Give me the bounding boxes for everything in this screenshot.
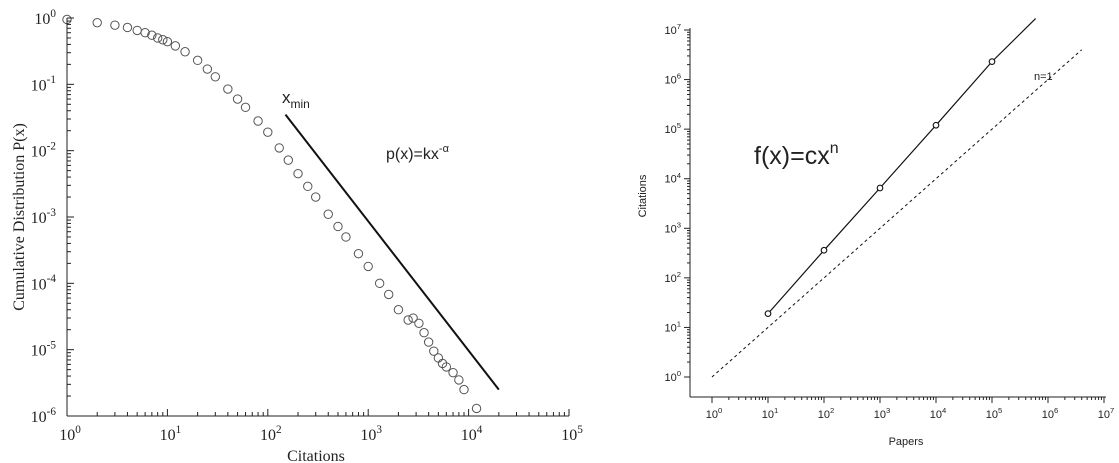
left-data-point [232, 94, 243, 104]
left-y-tick-label: 10-4 [31, 273, 57, 293]
right-x-tick-label: 105 [986, 406, 1003, 421]
left-data-point [303, 181, 313, 192]
left-x-tick-label: 103 [360, 424, 382, 444]
right-y-axis-label: Citations [637, 174, 649, 217]
left-data-point [240, 102, 251, 113]
right-y-tick-label: 106 [664, 72, 681, 87]
left-x-axis-label: Citations [287, 448, 345, 463]
right-x-tick-label: 104 [930, 406, 947, 421]
left-data-point [92, 17, 102, 28]
left-y-tick-label: 100 [34, 8, 56, 28]
left-data-point [323, 209, 333, 219]
left-data-point [419, 328, 429, 338]
left-data-point [454, 375, 464, 385]
right-y-tick-label: 102 [664, 270, 681, 285]
left-data-point [459, 384, 469, 395]
right-axes [684, 28, 1106, 403]
left-y-tick-label: 10-1 [31, 74, 56, 94]
left-x-tick-label: 104 [461, 424, 483, 444]
left-data-point [448, 367, 458, 378]
left-data-point [374, 278, 385, 289]
left-data-point [293, 168, 303, 179]
left-data-point [383, 289, 394, 300]
right-y-tick-label: 103 [664, 220, 681, 235]
left-data-point [363, 261, 373, 272]
right-tick-labels: 100 101 102 103 104 105 106 107 100 101 102 103 104 1… [664, 22, 1114, 421]
right-y-tick-label: 105 [664, 121, 681, 136]
left-data-point [433, 353, 444, 363]
left-data-point [353, 248, 364, 259]
left-plot-area [62, 14, 500, 414]
left-data-point [132, 25, 142, 36]
left-data-point [471, 403, 482, 414]
left-data-point [192, 55, 203, 66]
left-data-point [414, 318, 424, 328]
right-data-point [876, 184, 884, 192]
left-data-point [403, 315, 413, 325]
left-data-point [122, 22, 133, 33]
left-data-point [263, 127, 273, 137]
left-data-point [341, 232, 351, 242]
left-data-point [393, 305, 404, 315]
right-data-point [988, 58, 996, 65]
left-data-point [423, 337, 434, 347]
left-data-point [253, 116, 263, 126]
left-x-tick-label: 100 [59, 424, 81, 444]
right-plot-area [711, 18, 1083, 378]
left-data-point [333, 221, 343, 232]
left-data-point [408, 313, 418, 323]
right-y-tick-label: 107 [664, 22, 681, 37]
left-tick-labels: 100 101 102 103 104 105 100 10-1 10-2 10-3 10-4 10-… [31, 8, 584, 444]
left-y-tick-label: 10-3 [31, 207, 57, 227]
right-x-tick-label: 106 [1042, 406, 1059, 421]
growth-formula: f(x)=cxn [754, 140, 839, 170]
left-data-point [441, 362, 452, 372]
left-data-point [110, 20, 120, 30]
right-x-tick-label: 100 [706, 406, 723, 421]
left-data-point [180, 47, 190, 57]
right-x-tick-label: 107 [1098, 406, 1115, 421]
left-y-tick-label: 10-5 [31, 339, 57, 359]
left-data-point [152, 33, 163, 43]
left-x-tick-label: 102 [260, 424, 282, 444]
left-data-point [162, 36, 173, 47]
left-data-point [170, 41, 181, 51]
left-y-tick-label: 10-2 [31, 140, 56, 160]
citation-distribution-chart: 100 101 102 103 104 105 100 10-1 10-2 10-3 10-4 10-… [11, 8, 583, 463]
citations-vs-papers-chart: 100 101 102 103 104 105 106 107 100 101 102 103 104 1… [637, 18, 1114, 448]
right-x-tick-label: 102 [818, 406, 835, 421]
fitted-growth-line [767, 18, 1037, 314]
left-data-point [311, 192, 321, 202]
right-x-tick-label: 101 [762, 406, 779, 421]
left-y-axis-label: Cumulative Distribution P(x) [11, 123, 28, 311]
left-x-tick-label: 101 [160, 424, 182, 444]
right-y-tick-label: 101 [664, 319, 681, 334]
right-x-tick-label: 103 [874, 406, 891, 421]
left-axes [66, 17, 570, 417]
left-y-tick-label: 10-6 [31, 406, 57, 426]
n-equals-1-label: n=1 [1034, 71, 1053, 83]
left-x-tick-label: 105 [561, 424, 583, 444]
left-data-point [202, 64, 213, 74]
right-x-axis-label: Papers [889, 436, 924, 448]
left-data-point [140, 28, 150, 38]
right-data-point [820, 246, 828, 254]
xmin-annotation: xmin [282, 88, 310, 111]
power-law-fit-line [284, 113, 500, 391]
power-law-formula: p(x)=kx-α [386, 143, 450, 163]
linear-reference-line [711, 49, 1083, 378]
left-data-point [147, 30, 157, 40]
left-data-point [158, 35, 168, 45]
right-y-tick-label: 104 [664, 171, 681, 186]
left-data-point [429, 346, 439, 356]
right-data-point [764, 310, 772, 317]
left-data-point [210, 72, 221, 82]
left-data-point [274, 143, 284, 153]
left-data-point [283, 155, 293, 165]
right-y-tick-label: 100 [664, 369, 681, 384]
right-data-point [932, 121, 940, 129]
left-data-point [223, 84, 233, 94]
